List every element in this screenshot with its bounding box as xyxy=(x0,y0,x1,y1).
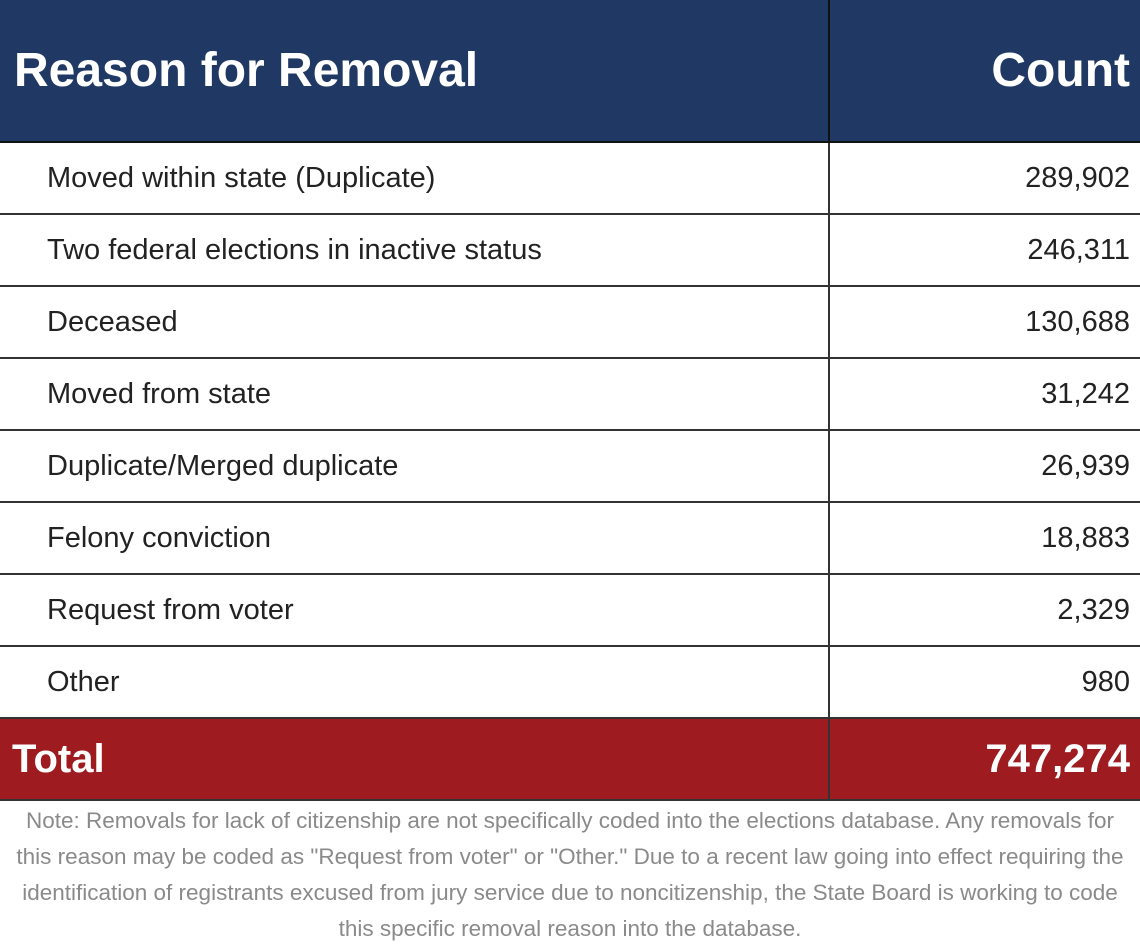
count-cell: 289,902 xyxy=(828,141,1140,215)
table-row: Moved from state 31,242 xyxy=(0,357,1140,431)
count-cell: 18,883 xyxy=(828,501,1140,575)
header-row: Reason for Removal Count xyxy=(0,0,1140,143)
reason-cell: Two federal elections in inactive status xyxy=(0,213,830,287)
reason-cell: Duplicate/Merged duplicate xyxy=(0,429,830,503)
reason-cell: Moved from state xyxy=(0,357,830,431)
removal-reasons-table: Reason for Removal Count Moved within st… xyxy=(0,0,1140,801)
total-row: Total 747,274 xyxy=(0,717,1140,801)
header-reason: Reason for Removal xyxy=(0,0,830,143)
footnote: Note: Removals for lack of citizenship a… xyxy=(16,808,1124,941)
table-row: Two federal elections in inactive status… xyxy=(0,213,1140,287)
count-cell: 980 xyxy=(828,645,1140,719)
header-count: Count xyxy=(828,0,1140,143)
count-cell: 246,311 xyxy=(828,213,1140,287)
table-row: Request from voter 2,329 xyxy=(0,573,1140,647)
total-count: 747,274 xyxy=(828,717,1140,801)
reason-cell: Other xyxy=(0,645,830,719)
table-row: Felony conviction 18,883 xyxy=(0,501,1140,575)
count-cell: 26,939 xyxy=(828,429,1140,503)
table-row: Deceased 130,688 xyxy=(0,285,1140,359)
total-label: Total xyxy=(0,717,830,801)
reason-cell: Request from voter xyxy=(0,573,830,647)
reason-cell: Deceased xyxy=(0,285,830,359)
count-cell: 130,688 xyxy=(828,285,1140,359)
count-cell: 31,242 xyxy=(828,357,1140,431)
table-row: Other 980 xyxy=(0,645,1140,719)
count-cell: 2,329 xyxy=(828,573,1140,647)
reason-cell: Moved within state (Duplicate) xyxy=(0,141,830,215)
table-row: Duplicate/Merged duplicate 26,939 xyxy=(0,429,1140,503)
reason-cell: Felony conviction xyxy=(0,501,830,575)
table-row: Moved within state (Duplicate) 289,902 xyxy=(0,141,1140,215)
